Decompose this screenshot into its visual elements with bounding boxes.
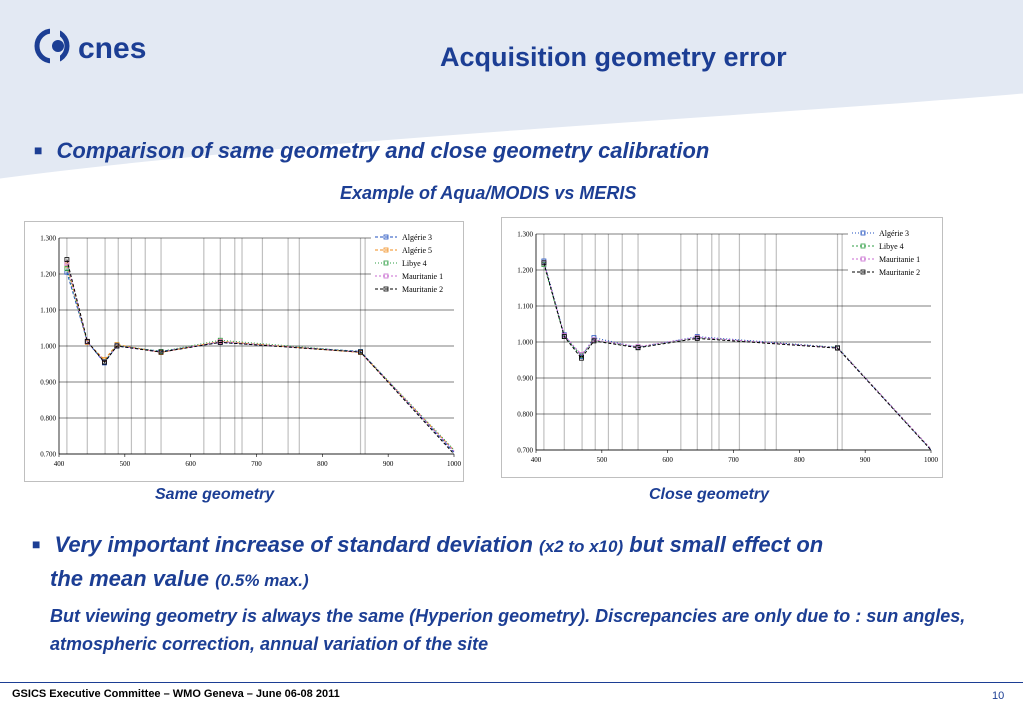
x-tick-label: 1000: [447, 460, 462, 468]
y-tick-label: 0.800: [517, 411, 533, 419]
series-line: [66, 263, 455, 452]
bullet2-text-d: the mean value: [50, 566, 209, 591]
legend-label: Mauritanie 1: [402, 272, 443, 281]
logo-text: cnes: [78, 32, 146, 65]
data-point: [114, 343, 120, 349]
bullet-comparison-text: Comparison of same geometry and close ge…: [56, 138, 710, 163]
bullet2-text-e: (0.5% max.): [215, 571, 309, 590]
legend-marker: [383, 247, 389, 253]
data-point: [102, 359, 107, 365]
data-point: [84, 338, 90, 344]
x-tick-label: 400: [531, 456, 542, 464]
bullet2-text-c: but small effect on: [629, 532, 824, 557]
y-tick-label: 0.900: [40, 379, 56, 387]
bullet2-text-a: Very important increase of standard devi…: [54, 532, 533, 557]
x-tick-label: 700: [728, 456, 739, 464]
x-tick-label: 1000: [924, 456, 939, 464]
data-point: [835, 345, 840, 351]
viewing-geometry-note: But viewing geometry is always the same …: [50, 606, 966, 654]
data-point: [64, 266, 70, 271]
x-tick-label: 800: [317, 460, 328, 468]
legend-marker: [383, 234, 389, 240]
bullet-square-icon: ■: [34, 142, 43, 158]
data-point: [579, 352, 584, 358]
y-tick-label: 1.300: [517, 231, 533, 239]
x-tick-label: 500: [597, 456, 608, 464]
x-tick-label: 700: [251, 460, 262, 468]
data-point: [561, 334, 567, 339]
legend-label: Mauritanie 2: [879, 268, 920, 277]
series-line: [543, 262, 932, 451]
data-point: [694, 336, 700, 341]
page-number: 10: [992, 690, 1005, 702]
header-background: [0, 0, 1023, 182]
x-tick-label: 900: [383, 460, 394, 468]
legend-marker: [860, 256, 866, 262]
y-tick-label: 1.200: [517, 267, 533, 275]
data-point: [217, 340, 223, 345]
legend-marker: [383, 260, 389, 266]
y-tick-label: 1.000: [517, 339, 533, 347]
y-tick-label: 0.700: [517, 447, 533, 455]
bullet-comparison: ■ Comparison of same geometry and close g…: [34, 138, 709, 164]
x-tick-label: 500: [120, 460, 131, 468]
x-tick-label: 800: [794, 456, 805, 464]
y-tick-label: 1.100: [40, 307, 56, 315]
chart-same-geometry: 0.700 0.800 0.900 1.000 1.100 1.200 1.300 400 50…: [24, 221, 464, 482]
legend-label: Algérie 3: [402, 233, 432, 242]
y-tick-label: 1.300: [40, 235, 56, 243]
series-line: [543, 264, 932, 450]
data-point: [158, 349, 164, 355]
bullet-square-icon: ■: [32, 536, 41, 552]
data-point: [635, 345, 641, 351]
series-line: [66, 268, 455, 451]
caption-same-geometry: Same geometry: [155, 486, 275, 503]
footer-text: GSICS Executive Committee – WMO Geneva –…: [12, 688, 340, 700]
data-point: [541, 260, 547, 266]
bullet-std-deviation: ■ Very important increase of standard dev…: [32, 528, 1002, 597]
y-tick-label: 0.700: [40, 451, 56, 459]
cnes-logo: cnes: [30, 18, 190, 68]
bullet2-text-b: (x2 to x10): [539, 537, 624, 556]
series-line: [543, 262, 932, 450]
x-tick-label: 900: [860, 456, 871, 464]
legend-label: Algérie 3: [879, 229, 909, 238]
y-tick-label: 0.900: [517, 375, 533, 383]
caption-close-geometry: Close geometry: [649, 486, 770, 503]
example-subtitle: Example of Aqua/MODIS vs MERIS: [340, 183, 637, 203]
legend-label: Mauritanie 1: [879, 255, 920, 264]
x-tick-label: 600: [185, 460, 196, 468]
y-tick-label: 1.100: [517, 303, 533, 311]
chart-close-geometry: 0.700 0.800 0.900 1.000 1.100 1.200 1.300 400 50…: [501, 217, 943, 478]
data-point: [579, 355, 584, 361]
y-tick-label: 0.800: [40, 415, 56, 423]
x-tick-label: 600: [662, 456, 673, 464]
legend-marker: [860, 243, 866, 249]
y-tick-label: 1.200: [40, 271, 56, 279]
data-point: [358, 349, 363, 355]
data-point: [591, 338, 597, 344]
legend-marker: [860, 230, 866, 236]
legend-marker: [383, 273, 389, 279]
legend-label: Algérie 5: [402, 246, 432, 255]
y-tick-label: 1.000: [40, 343, 56, 351]
footer-divider: [0, 682, 1023, 683]
legend-label: Libye 4: [879, 242, 904, 251]
series-line: [543, 260, 932, 451]
series-line: [66, 272, 455, 453]
x-tick-label: 400: [54, 460, 65, 468]
slide-title: Acquisition geometry error: [440, 42, 787, 72]
legend-marker: [860, 269, 866, 275]
data-point: [64, 257, 70, 262]
legend-label: Mauritanie 2: [402, 285, 443, 294]
legend-marker: [383, 286, 389, 292]
legend-label: Libye 4: [402, 259, 427, 268]
